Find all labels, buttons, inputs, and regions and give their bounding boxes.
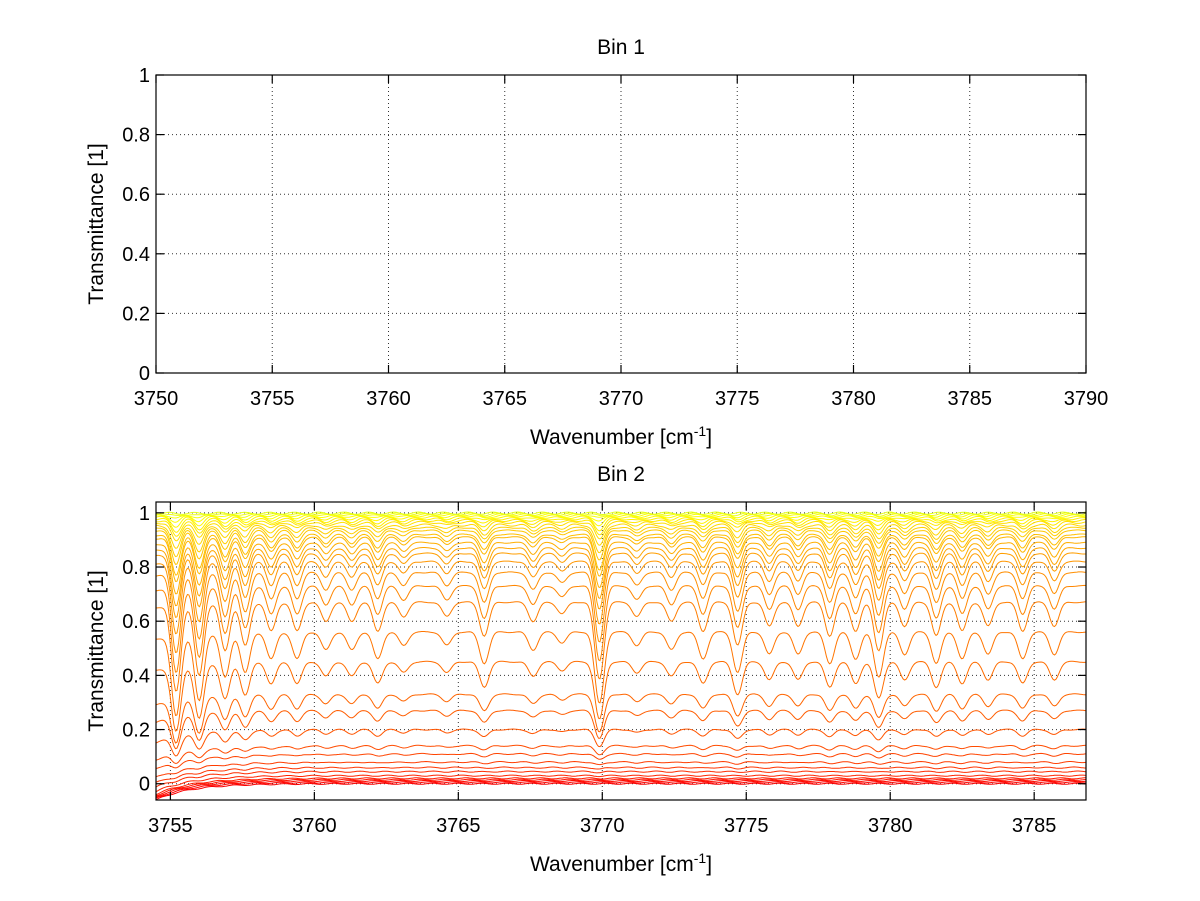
spectrum-line (155, 515, 1087, 528)
bin-2-title: Bin 2 (597, 463, 645, 486)
y-tick-label: 0.6 (122, 184, 150, 206)
spectrum-line (155, 529, 1087, 565)
spectrum-line (155, 584, 1087, 673)
spectrum-line (155, 571, 1087, 653)
spectrum-line (155, 761, 1087, 778)
x-tick-label: 3760 (292, 815, 337, 837)
x-tick-label: 3775 (724, 815, 769, 837)
bin-2-axes-frame (155, 501, 1087, 801)
bin-1-y-axis-title: Transmittance [1] (85, 143, 108, 304)
y-tick-label: 1 (139, 65, 150, 87)
bin-1-ticks: 3750 3755 3760 3765 3770 3775 3780 3785 3790 0 0.2… (122, 65, 1108, 410)
bin-2-y-axis-title: Transmittance [1] (85, 570, 108, 731)
x-tick-label: 3785 (948, 388, 993, 410)
spectrum-line (155, 547, 1087, 607)
x-tick-label: 3785 (1012, 815, 1057, 837)
bin-1-x-axis-title-tail: ] (706, 426, 712, 449)
bin-1-grid (155, 74, 1087, 374)
spectrum-line (155, 517, 1087, 533)
x-tick-label: 3770 (599, 388, 644, 410)
spectrum-line (155, 601, 1087, 692)
spectrum-line (155, 520, 1087, 542)
bin-2-x-axis-title-tail: ] (706, 853, 712, 876)
y-tick-label: 0 (139, 363, 150, 385)
x-tick-label: 3770 (580, 815, 625, 837)
bin-1-x-axis-title: Wavenumber [cm-1] (530, 423, 712, 449)
y-tick-label: 0.2 (122, 720, 150, 742)
x-tick-label: 3765 (436, 815, 481, 837)
x-tick-label: 3750 (134, 388, 179, 410)
spectrum-line (155, 744, 1087, 764)
spectrum-line (155, 774, 1087, 793)
x-tick-label: 3780 (831, 388, 876, 410)
y-tick-label: 0.2 (122, 303, 150, 325)
spectrum-line (155, 660, 1087, 732)
y-tick-label: 0.6 (122, 611, 150, 633)
spectrum-line (155, 766, 1086, 783)
bin-2-plot: Bin 2 3755 3760 3765 3770 3775 3780 3785 0 0.2 0.… (85, 463, 1087, 876)
bin-2-series (155, 511, 1087, 801)
y-tick-label: 0.8 (122, 125, 150, 147)
spectrum-line (155, 536, 1086, 582)
bin-1-plot: Bin 1 3750 3755 3760 3765 3770 3775 3780 3785 37… (85, 36, 1108, 449)
x-tick-label: 3755 (148, 815, 193, 837)
bin-2-ticks: 3755 3760 3765 3770 3775 3780 3785 0 0.2 0.4 0.6 0.… (122, 502, 1086, 837)
x-tick-label: 3760 (366, 388, 411, 410)
spectrum-line (155, 693, 1087, 744)
spectrum-line (155, 777, 1086, 796)
spectrum-line (155, 523, 1087, 549)
bin-2-x-axis-title-main: Wavenumber [cm (530, 853, 694, 876)
spectrum-line (155, 752, 1087, 769)
x-tick-label: 3765 (483, 388, 528, 410)
x-tick-label: 3775 (715, 388, 760, 410)
y-tick-label: 0 (139, 774, 150, 796)
y-tick-label: 0.4 (122, 665, 150, 687)
spectrum-line (155, 778, 1087, 797)
spectrum-line (155, 782, 1087, 801)
y-tick-label: 0.4 (122, 244, 150, 266)
y-tick-label: 1 (139, 503, 150, 525)
spectrum-line (156, 631, 1087, 716)
spectrum-line (155, 541, 1087, 595)
x-tick-label: 3790 (1064, 388, 1109, 410)
x-tick-label: 3755 (250, 388, 295, 410)
spectrum-line (155, 533, 1087, 576)
spectrum-line (155, 560, 1087, 635)
spectrum-line (155, 781, 1086, 799)
bin-1-x-axis-title-sup: -1 (694, 423, 707, 439)
bin-1-x-axis-title-main: Wavenumber [cm (530, 426, 694, 449)
y-tick-label: 0.8 (122, 557, 150, 579)
spectrum-line (155, 728, 1087, 757)
spectrum-line (156, 518, 1087, 537)
bin-1-title: Bin 1 (597, 36, 645, 59)
spectrum-line (155, 709, 1087, 750)
spectrum-line (156, 526, 1086, 558)
spectrum-line (156, 552, 1086, 618)
x-tick-label: 3780 (868, 815, 913, 837)
bin-2-x-axis-title: Wavenumber [cm-1] (530, 850, 712, 876)
spectrum-line (155, 511, 1087, 515)
spectrum-line (155, 780, 1087, 798)
spectrum-line (155, 770, 1087, 788)
bin-2-x-axis-title-sup: -1 (694, 850, 707, 866)
